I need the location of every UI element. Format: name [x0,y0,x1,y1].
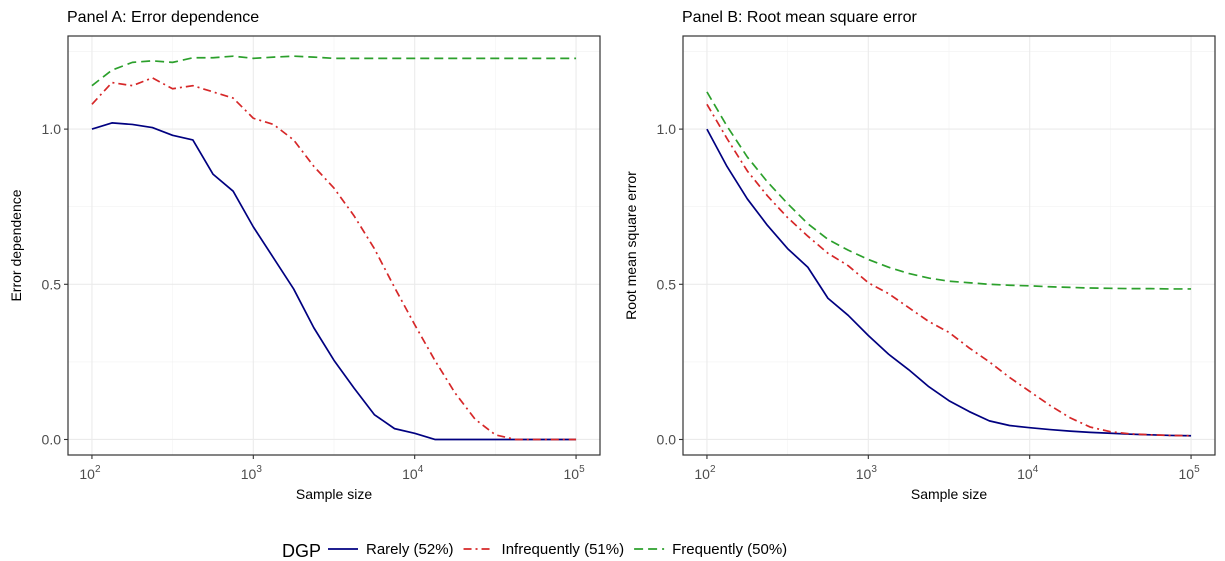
x-tick-label: 105 [1178,464,1200,482]
series-line-infrequently [91,77,577,441]
x-axis-label: Sample size [296,486,372,502]
series-line-frequently [706,91,1192,290]
panel-b: 102 103 104 105 0.0 0.5 1.0 Panel B: Root mean … [623,9,1216,502]
y-tick-label: 0.0 [657,431,677,447]
y-axis-label: Error dependence [8,189,24,301]
legend-label: Infrequently (51%) [502,541,625,558]
x-tick-label: 102 [79,464,101,482]
legend: DGP Rarely (52%) Infrequently (51%) Freque… [282,541,787,561]
x-tick-label: 103 [856,464,878,482]
legend-label: Rarely (52%) [366,541,454,558]
y-tick-label: 0.5 [42,276,62,292]
y-tick-label: 0.0 [42,431,62,447]
panel-title: Panel A: Error dependence [67,9,259,26]
x-axis-label: Sample size [911,486,987,502]
legend-label: Frequently (50%) [672,541,787,558]
legend-item-infrequently: Infrequently (51%) [463,541,625,558]
x-tick-label: 103 [241,464,263,482]
series-line-infrequently [706,103,1192,437]
y-tick-label: 1.0 [42,121,62,137]
x-tick-label: 105 [563,464,585,482]
panel-title: Panel B: Root mean square error [682,9,917,26]
x-tick-label: 104 [1017,464,1039,482]
y-tick-label: 1.0 [657,121,677,137]
x-tick-label: 104 [402,464,424,482]
y-tick-label: 0.5 [657,276,677,292]
plot-frame [682,35,1216,456]
legend-title: DGP [282,541,321,561]
series-line-frequently [91,55,577,87]
x-tick-label: 102 [694,464,716,482]
plot-frame [67,35,601,456]
panel-a: 102 103 104 105 0.0 0.5 1.0 Panel A: Error depe… [8,9,601,502]
series-line-rarely [91,122,577,441]
legend-item-rarely: Rarely (52%) [328,541,454,558]
series-line-rarely [706,128,1192,437]
legend-item-frequently: Frequently (50%) [634,541,787,558]
y-axis-label: Root mean square error [623,171,639,320]
